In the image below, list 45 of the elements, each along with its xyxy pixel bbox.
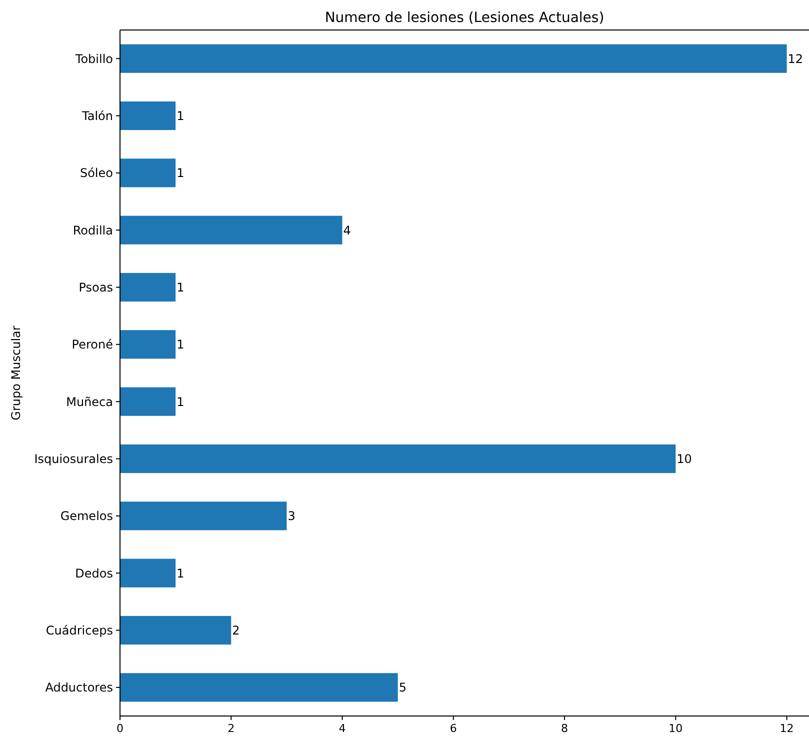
bar [120,502,287,530]
bar [120,616,232,645]
data-label: 1 [176,108,184,123]
y-tick-label: Psoas [78,280,113,294]
x-tick-label: 12 [780,722,794,735]
y-tick-label: Muñeca [66,394,113,409]
data-label: 4 [343,223,351,238]
bar [120,44,787,73]
data-label: 1 [176,280,184,294]
x-tick-label: 2 [228,722,235,735]
x-tick-label: 0 [116,722,124,735]
y-tick-label: Talón [81,108,113,123]
bar [120,330,176,359]
bar [120,216,342,244]
chart-title: Numero de lesiones (Lesiones Actuales) [324,10,604,26]
x-tick-label: 8 [561,722,568,735]
y-tick-label: Dedos [75,566,113,580]
data-label: 1 [176,166,184,180]
x-tick-label: 10 [668,722,683,735]
y-axis-title: Grupo Muscular [9,326,23,420]
data-label: 5 [398,680,406,695]
bar [120,387,176,416]
bar [120,101,176,130]
y-tick-label: Cuádriceps [46,623,113,638]
data-label: 12 [788,52,804,66]
data-label: 2 [232,623,240,638]
data-label: 10 [676,452,692,466]
y-tick-label: Tobillo [74,52,113,66]
bar [120,558,176,588]
bar [120,444,676,474]
y-tick-label: Sóleo [80,166,113,180]
y-tick-label: Rodilla [72,223,113,238]
bar [120,673,398,702]
y-tick-label: Isquiosurales [34,452,113,466]
data-label: 1 [176,394,184,409]
y-tick-label: Peroné [72,338,113,352]
data-label: 1 [176,566,184,580]
data-label: 3 [288,509,296,524]
bar [120,272,176,302]
data-label: 1 [176,338,184,352]
bar [120,158,176,188]
y-tick-label: Gemelos [60,509,113,524]
x-tick-label: 4 [338,722,346,735]
x-tick-label: 6 [450,722,457,735]
y-tick-label: Adductores [45,680,113,695]
